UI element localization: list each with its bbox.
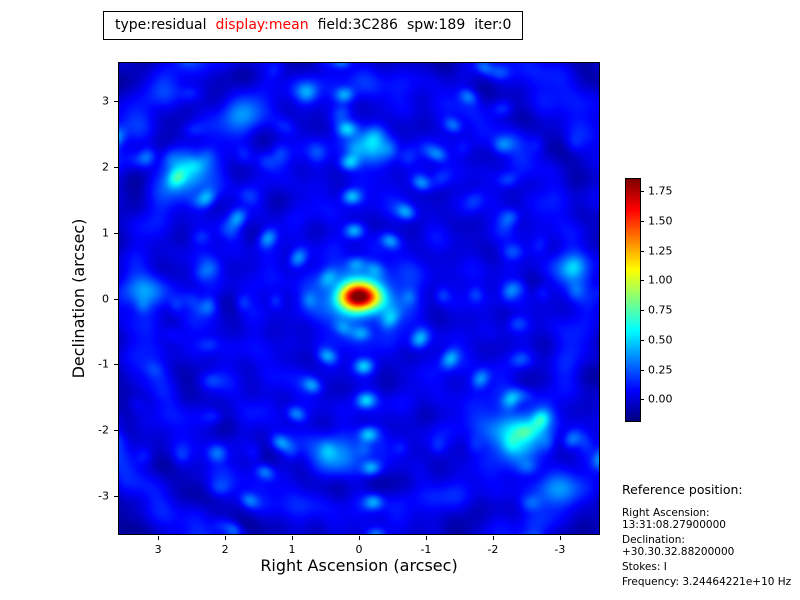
colorbar-tick-mark <box>641 220 644 222</box>
colorbar-tick-label: 1.00 <box>648 273 673 287</box>
y-tick-label: 1 <box>102 226 109 240</box>
y-tick-label: -3 <box>98 489 109 503</box>
x-tick-mark <box>359 536 360 540</box>
reference-position-block: Reference position: Right Ascension: 13:… <box>622 482 800 591</box>
plot-area <box>118 62 600 535</box>
x-axis-ticks: 3 2 1 0 -1 -2 -3 <box>118 536 600 560</box>
y-tick-mark <box>114 298 118 300</box>
x-tick-mark <box>492 536 494 540</box>
x-tick-mark <box>292 536 294 540</box>
colorbar-tick-mark <box>641 250 644 252</box>
title-segment: display:mean <box>215 17 309 33</box>
x-tick-mark <box>559 536 561 540</box>
y-tick-mark <box>114 232 118 234</box>
x-tick-label: 0 <box>355 543 363 556</box>
reference-line-ra: Right Ascension: 13:31:08.27900000 <box>622 507 726 531</box>
title-segment: iter:0 <box>474 17 512 33</box>
reference-line-stokes: Stokes: I <box>622 561 667 573</box>
colorbar-tick-mark <box>641 280 644 282</box>
y-tick-label: 3 <box>102 94 109 108</box>
colorbar <box>625 178 641 422</box>
y-tick-label: -2 <box>98 423 109 437</box>
residual-heatmap-canvas[interactable] <box>119 63 599 534</box>
colorbar-tick-mark <box>641 369 644 371</box>
colorbar-tick-label: 0.50 <box>648 333 673 347</box>
x-tick-label: -3 <box>554 543 566 556</box>
x-tick-label: -1 <box>420 543 432 556</box>
colorbar-tick-label: 0.75 <box>648 303 673 317</box>
colorbar-tick-label: 1.50 <box>648 214 673 228</box>
x-tick-label: 1 <box>288 543 296 556</box>
reference-heading: Reference position: <box>622 482 743 497</box>
colorbar-tick-mark <box>641 399 644 401</box>
title-segment: type:residual <box>115 17 207 33</box>
x-tick-mark <box>225 536 227 540</box>
colorbar-ticks: 0.00 0.25 0.50 0.75 1.00 1.25 1.50 1.75 <box>641 178 693 422</box>
y-tick-label: 0 <box>102 292 109 305</box>
x-tick-label: 3 <box>154 543 162 556</box>
title-segment: spw:189 <box>406 17 466 33</box>
y-axis-ticks: 3 2 1 0 -1 -2 -3 <box>84 62 118 535</box>
colorbar-tick-label: 1.75 <box>648 184 673 198</box>
x-axis-label: Right Ascension (arcsec) <box>260 556 458 575</box>
y-tick-label: 2 <box>102 160 109 174</box>
y-tick-mark <box>114 429 118 431</box>
plot-title: type:residual display:mean field:3C286 spw:… <box>103 11 524 40</box>
x-tick-label: -2 <box>487 543 499 556</box>
x-tick-mark <box>425 536 427 540</box>
y-tick-mark <box>114 364 118 366</box>
y-tick-mark <box>114 167 118 169</box>
colorbar-tick-mark <box>641 310 644 312</box>
y-tick-label: -1 <box>98 357 109 371</box>
colorbar-tick-mark <box>641 339 644 341</box>
title-segment: field:3C286 <box>317 17 398 33</box>
reference-line-frequency: Frequency: 3.24464221e+10 Hz <box>622 576 792 588</box>
x-tick-mark <box>158 536 160 540</box>
reference-line-dec: Declination: +30.30.32.88200000 <box>622 534 735 558</box>
y-tick-mark <box>114 101 118 103</box>
y-axis-label: Declination (arcsec) <box>69 218 88 379</box>
colorbar-tick-mark <box>641 191 644 193</box>
colorbar-tick-label: 0.25 <box>648 363 673 377</box>
colorbar-tick-label: 0.00 <box>648 392 673 406</box>
x-tick-label: 2 <box>221 543 229 556</box>
colorbar-canvas <box>626 179 640 421</box>
y-tick-mark <box>114 495 118 497</box>
colorbar-tick-label: 1.25 <box>648 244 673 258</box>
